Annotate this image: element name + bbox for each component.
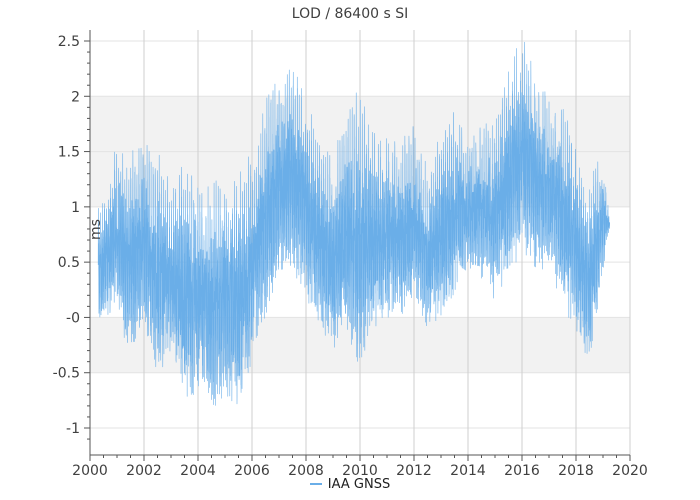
x-tick-label: 2008 xyxy=(288,463,324,479)
legend[interactable]: IAA GNSS xyxy=(0,477,700,492)
chart-title: LOD / 86400 s SI xyxy=(291,6,409,22)
y-tick-label: -0 xyxy=(66,310,80,326)
grid-lines xyxy=(89,30,631,455)
legend-label-iaa-gnss: IAA GNSS xyxy=(327,477,391,492)
x-tick-label: 2020 xyxy=(612,463,648,479)
x-tick-label: 2010 xyxy=(342,463,378,479)
y-tick-label: 2.5 xyxy=(58,34,80,50)
tick-labels: -1 -0.5 -0 0.5 1 1.5 2 2.5 2000 2002 2004 2006 2008 2… xyxy=(53,34,648,479)
series-layer xyxy=(97,41,611,406)
x-tick-label: 2016 xyxy=(504,463,540,479)
x-tick-label: 2002 xyxy=(126,463,162,479)
y-tick-label: -0.5 xyxy=(53,366,80,382)
legend-swatch xyxy=(309,482,322,485)
y-axis-label: ms xyxy=(88,219,104,240)
x-tick-label: 2000 xyxy=(72,463,108,479)
x-tick-label: 2014 xyxy=(450,463,486,479)
x-tick-label: 2012 xyxy=(396,463,432,479)
x-tick-label: 2006 xyxy=(234,463,270,479)
y-tick-label: 2 xyxy=(71,89,80,105)
y-tick-label: 1.5 xyxy=(58,145,80,161)
y-tick-label: -1 xyxy=(66,421,80,437)
axes xyxy=(84,30,631,461)
x-tick-label: 2004 xyxy=(180,463,216,479)
y-tick-label: 0.5 xyxy=(58,255,80,271)
x-tick-label: 2018 xyxy=(558,463,594,479)
series-line-iaa-gnss xyxy=(97,41,611,406)
y-tick-label: 1 xyxy=(71,200,80,216)
